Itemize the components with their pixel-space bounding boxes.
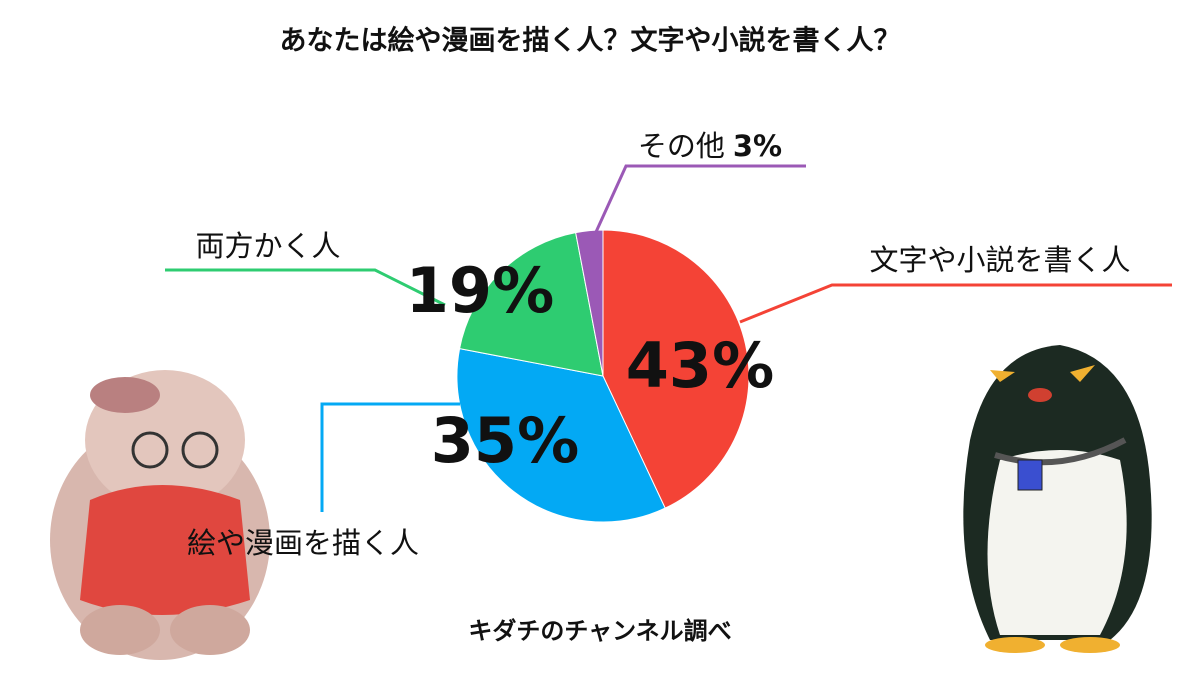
leader-line [320,402,460,512]
pie-slice [575,229,604,377]
pie-label: 両方かく人 [195,229,340,263]
value-label: 43% [626,329,774,402]
seal-illustration [50,370,270,660]
pie-slice [459,232,604,377]
category-name: その他 [638,129,725,163]
pie-slice [602,229,750,509]
pie-label: 文字や小説を書く人 [869,243,1130,277]
source-note: キダチのチャンネル調べ [468,617,731,645]
pie-label: 絵や漫画を描く人 [187,526,419,560]
value-label: 35% [431,404,579,477]
pie-slice [456,348,666,523]
leader-line [165,268,446,307]
pie-label: その他 3% [638,129,782,163]
leader-line [739,283,1172,324]
value-label: 19% [406,254,554,327]
value-label: 3% [733,129,782,163]
chart-title: あなたは絵や漫画を描く人？文字や小説を書く人？ [280,25,901,57]
leader-line [594,164,806,233]
pie: 文字や小説を書く人 43% 絵や漫画を描く人 35% 両方かく人 19% その他 3% [165,129,1172,560]
penguin-illustration [963,345,1152,653]
